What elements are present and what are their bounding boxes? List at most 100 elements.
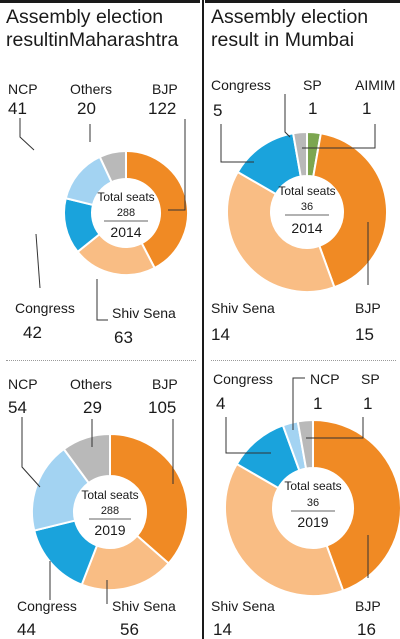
label-value-congress-mumbai-2019: 4	[216, 394, 225, 413]
mumbai-charts: Total seats 36 2014 Congress 5 SP 1 AIMI…	[211, 77, 400, 639]
label-name-shivsena-mumbai-2019: Shiv Sena	[211, 598, 275, 614]
label-value-others-maharashtra-2014: 20	[77, 99, 96, 118]
mumbai-title: Assembly election result in Mumbai	[211, 6, 368, 52]
label-value-congress-maharashtra-2019: 44	[17, 620, 36, 639]
labels-maharashtra-2014: NCP 41 Others 20 BJP 122 Congress 42 Shi…	[8, 81, 178, 347]
label-value-shivsena-mumbai-2019: 14	[213, 620, 232, 639]
center-year-mumbai-2014: 2014	[291, 220, 322, 236]
slices-maharashtra-2019	[31, 432, 189, 591]
chart-maharashtra-2019: Total seats 288 2019 NCP 54 Others 29 BJ…	[8, 376, 189, 639]
center-caption-mumbai-2014: Total seats	[278, 184, 335, 198]
chart-mumbai-2019: Total seats 36 2019 Congress 4 NCP 1 SP …	[211, 371, 400, 639]
slice-sp-mumbai-2014	[291, 130, 308, 178]
callout-line-congress-mumbai-2014	[220, 124, 254, 163]
slice-bjp-mumbai-2014	[312, 132, 388, 289]
center-maharashtra-2014: Total seats 288 2014	[97, 190, 154, 240]
maharashtra-panel: Assembly election resultinMaharashtra To…	[6, 6, 196, 639]
slice-others-maharashtra-2014	[98, 149, 127, 184]
label-value-shivsena-maharashtra-2014: 63	[114, 328, 133, 347]
slice-sp-mumbai-2019	[296, 418, 314, 470]
center-total-mumbai-2014: 36	[301, 201, 313, 213]
label-name-aimim-mumbai-2014: AIMIM	[355, 77, 395, 93]
label-value-bjp-mumbai-2019: 16	[357, 620, 376, 639]
maharashtra-title: Assembly election resultinMaharashtra	[6, 6, 178, 52]
callouts-mumbai-2019	[225, 377, 369, 578]
callouts-maharashtra-2014	[19, 118, 186, 321]
label-value-bjp-maharashtra-2019: 105	[148, 398, 176, 417]
callout-line-ncp-maharashtra-2019	[21, 417, 41, 488]
label-value-bjp-mumbai-2014: 15	[355, 325, 374, 344]
slices-maharashtra-2014	[63, 149, 189, 276]
maharashtra-section-divider	[6, 360, 196, 361]
label-name-bjp-mumbai-2019: BJP	[355, 598, 381, 614]
label-name-congress-maharashtra-2014: Congress	[15, 300, 75, 316]
center-mumbai-2019: Total seats 36 2019	[284, 479, 341, 530]
label-value-aimim-mumbai-2014: 1	[362, 99, 371, 118]
slice-bjp-mumbai-2019	[312, 418, 400, 592]
slice-shivsena-mumbai-2019	[224, 462, 345, 597]
label-value-others-maharashtra-2019: 29	[83, 398, 102, 417]
top-rule-left	[0, 0, 200, 3]
label-name-shivsena-maharashtra-2014: Shiv Sena	[112, 305, 176, 321]
callout-line-ncp-maharashtra-2014	[19, 118, 35, 151]
labels-mumbai-2014: Congress 5 SP 1 AIMIM 1 Shiv Sena 14 BJP…	[211, 77, 395, 344]
label-value-ncp-mumbai-2019: 1	[313, 394, 322, 413]
callout-line-aimim-mumbai-2014	[302, 124, 376, 149]
label-name-ncp-mumbai-2019: NCP	[310, 371, 340, 387]
center-total-mumbai-2019: 36	[307, 497, 319, 509]
center-maharashtra-2019: Total seats 288 2019	[81, 488, 138, 538]
label-name-others-maharashtra-2014: Others	[70, 81, 112, 97]
center-year-mumbai-2019: 2019	[297, 514, 328, 530]
slices-mumbai-2019	[224, 418, 400, 597]
maharashtra-charts: Total seats 288 2014 NCP 41 Others 20 BJ…	[8, 81, 189, 639]
center-mumbai-2014: Total seats 36 2014	[278, 184, 335, 236]
label-name-shivsena-maharashtra-2019: Shiv Sena	[112, 598, 176, 614]
mumbai-section-divider	[211, 360, 396, 361]
label-name-bjp-maharashtra-2014: BJP	[152, 81, 178, 97]
callout-line-sp-mumbai-2019	[306, 417, 364, 439]
label-name-shivsena-mumbai-2014: Shiv Sena	[211, 300, 275, 316]
label-name-congress-maharashtra-2019: Congress	[17, 598, 77, 614]
callout-line-sp-mumbai-2014	[284, 94, 291, 138]
callout-line-bjp-maharashtra-2014	[168, 119, 186, 211]
callout-line-congress-maharashtra-2014	[35, 233, 41, 289]
callouts-maharashtra-2019	[21, 417, 174, 604]
mumbai-title-line2: result in Mumbai	[211, 29, 355, 51]
callout-line-shivsena-maharashtra-2014	[96, 279, 108, 321]
slice-bjp-maharashtra-2014	[125, 149, 189, 270]
labels-maharashtra-2019: NCP 54 Others 29 BJP 105 Congress 44 Shi…	[8, 376, 178, 639]
slices-mumbai-2014	[226, 130, 388, 293]
label-name-ncp-maharashtra-2014: NCP	[8, 81, 38, 97]
label-value-shivsena-mumbai-2014: 14	[211, 325, 230, 344]
label-name-bjp-maharashtra-2019: BJP	[152, 376, 178, 392]
mumbai-title-line1: Assembly election	[211, 6, 369, 28]
label-value-ncp-maharashtra-2019: 54	[8, 398, 27, 417]
label-name-sp-mumbai-2014: SP	[303, 77, 322, 93]
label-value-sp-mumbai-2014: 1	[308, 99, 317, 118]
mumbai-panel: Assembly election result in Mumbai Total…	[205, 0, 400, 639]
center-total-maharashtra-2014: 288	[117, 207, 135, 219]
slice-bjp-maharashtra-2019	[109, 432, 189, 565]
column-divider	[202, 0, 204, 639]
label-name-ncp-maharashtra-2019: NCP	[8, 376, 38, 392]
label-value-shivsena-maharashtra-2019: 56	[120, 620, 139, 639]
label-name-sp-mumbai-2019: SP	[361, 371, 380, 387]
slice-others-maharashtra-2019	[62, 432, 111, 485]
center-total-maharashtra-2019: 288	[101, 505, 119, 517]
chart-maharashtra-2014: Total seats 288 2014 NCP 41 Others 20 BJ…	[8, 81, 189, 347]
label-name-congress-mumbai-2019: Congress	[213, 371, 273, 387]
maharashtra-title-line2: resultinMaharashtra	[6, 29, 179, 51]
label-name-bjp-mumbai-2014: BJP	[355, 300, 381, 316]
label-value-bjp-maharashtra-2014: 122	[148, 99, 176, 118]
label-value-congress-maharashtra-2014: 42	[23, 323, 42, 342]
callout-line-congress-mumbai-2019	[225, 417, 271, 454]
center-caption-maharashtra-2019: Total seats	[81, 488, 138, 502]
top-rule-right	[205, 0, 400, 3]
label-value-congress-mumbai-2014: 5	[213, 101, 222, 120]
label-name-others-maharashtra-2019: Others	[70, 376, 112, 392]
center-year-maharashtra-2019: 2019	[94, 522, 125, 538]
center-caption-maharashtra-2014: Total seats	[97, 190, 154, 204]
label-value-ncp-maharashtra-2014: 41	[8, 99, 27, 118]
labels-mumbai-2019: Congress 4 NCP 1 SP 1 Shiv Sena 14 BJP 1…	[211, 371, 381, 639]
label-name-congress-mumbai-2014: Congress	[211, 77, 271, 93]
